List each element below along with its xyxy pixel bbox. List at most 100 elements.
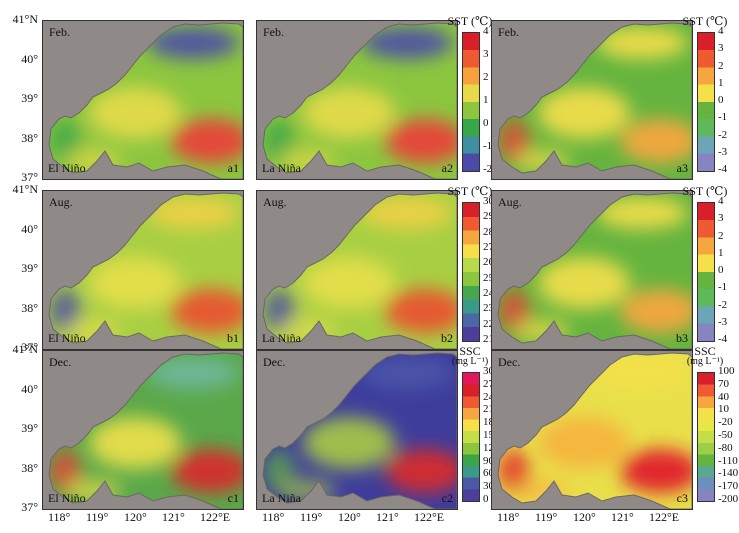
sea-field-a2 bbox=[262, 22, 457, 179]
sea-field-c3 bbox=[497, 352, 692, 509]
latitude-tick-row1-1: 40° bbox=[21, 51, 38, 66]
panel-id-a3: a3 bbox=[676, 161, 688, 175]
colorbar-tick-a2-4: 0 bbox=[483, 117, 489, 129]
colorbar-tick-b3-6: -2 bbox=[718, 298, 728, 311]
colorbar-tick-a3-8: -4 bbox=[718, 163, 728, 175]
colorbar-tick-c3-8: -140 bbox=[718, 467, 739, 480]
longitude-tick-col3-3: 121° bbox=[611, 510, 634, 524]
phase-label-a2: La Niña bbox=[262, 161, 301, 175]
sea-field-b1 bbox=[48, 192, 243, 349]
longitude-tick-col2-1: 119° bbox=[300, 510, 323, 524]
colorbar-a2 bbox=[462, 32, 480, 172]
longitude-tick-col3-1: 119° bbox=[535, 510, 558, 524]
sea-field-c2 bbox=[262, 352, 457, 509]
latitude-tick-row3-4: 37° bbox=[21, 500, 38, 514]
map-panel-b2: Aug. La Niña b2 bbox=[256, 190, 458, 350]
panel-id-c3: c3 bbox=[676, 491, 688, 505]
latitude-tick-row1-0: 41°N bbox=[12, 12, 38, 26]
colorbar-unit-c3: (mg L⁻¹) bbox=[686, 356, 724, 367]
map-panel-b3: Aug. b3 bbox=[491, 190, 693, 350]
panel-id-b1: b1 bbox=[227, 331, 239, 345]
colorbar-tick-c2-9: 30 bbox=[483, 480, 494, 493]
map-panel-a3: Feb. a3 bbox=[491, 20, 693, 180]
sea-field-a3 bbox=[497, 22, 692, 179]
colorbar-tick-a2-0: 4 bbox=[483, 25, 489, 37]
longitude-tick-col1-2: 120° bbox=[124, 510, 147, 524]
map-panel-c1: Dec. El Niño c1 bbox=[42, 350, 244, 510]
phase-label-b2: La Niña bbox=[262, 331, 301, 345]
phase-label-a1: El Niño bbox=[48, 161, 86, 175]
sea-field-c1 bbox=[48, 352, 243, 509]
longitude-tick-col3-2: 120° bbox=[573, 510, 596, 524]
longitude-tick-col1-3: 121° bbox=[162, 510, 185, 524]
latitude-tick-row3-1: 40° bbox=[21, 381, 38, 396]
month-label-c2: Dec. bbox=[263, 355, 286, 369]
colorbar-tick-b3-5: -1 bbox=[718, 281, 728, 294]
colorbar-tick-b3-4: 0 bbox=[718, 264, 724, 276]
panel-id-b2: b2 bbox=[441, 331, 453, 345]
longitude-tick-col1-4: 122°E bbox=[200, 510, 231, 524]
month-label-c1: Dec. bbox=[49, 355, 72, 369]
colorbar-tick-b2-8: 22 bbox=[483, 317, 494, 330]
panel-id-b3: b3 bbox=[676, 331, 688, 345]
latitude-tick-row2-1: 40° bbox=[21, 221, 38, 236]
colorbar-title-b2: SST (℃) bbox=[447, 184, 493, 198]
colorbar-tick-a3-5: -1 bbox=[718, 111, 728, 124]
colorbar-unit-c2: (mg L⁻¹) bbox=[451, 356, 489, 367]
colorbar-a3 bbox=[697, 32, 715, 172]
colorbar-tick-b3-7: -3 bbox=[718, 315, 728, 328]
month-label-b1: Aug. bbox=[49, 195, 73, 209]
colorbar-tick-b3-3: 1 bbox=[718, 246, 724, 259]
longitude-tick-col3-4: 122°E bbox=[649, 510, 680, 524]
colorbar-tick-a2-5: -1 bbox=[483, 140, 493, 152]
colorbar-tick-b3-8: -4 bbox=[718, 333, 728, 345]
latitude-tick-row2-3: 38° bbox=[21, 300, 38, 315]
panel-id-c1: c1 bbox=[227, 491, 239, 505]
month-label-b3: Aug. bbox=[498, 195, 522, 209]
colorbar-tick-c3-4: -20 bbox=[718, 416, 733, 429]
colorbar-b3 bbox=[697, 202, 715, 342]
longitude-tick-col2-0: 118° bbox=[262, 510, 285, 524]
colorbar-tick-a3-3: 1 bbox=[718, 76, 724, 89]
longitude-tick-col1-0: 118° bbox=[48, 510, 71, 524]
colorbar-tick-b2-4: 26 bbox=[483, 256, 494, 269]
map-panel-a2: Feb. La Niña a2 bbox=[256, 20, 458, 180]
colorbar-tick-b2-5: 25 bbox=[483, 271, 494, 284]
month-label-a1: Feb. bbox=[49, 25, 70, 39]
sea-field-b2 bbox=[262, 192, 457, 349]
latitude-tick-row2-4: 37° bbox=[21, 340, 38, 354]
colorbar-tick-c3-7: -110 bbox=[718, 454, 738, 467]
colorbar-tick-c3-3: 10 bbox=[718, 403, 729, 416]
colorbar-tick-c2-10: 0 bbox=[483, 493, 489, 505]
longitude-tick-col3-0: 118° bbox=[497, 510, 520, 524]
colorbar-tick-c3-10: -200 bbox=[718, 493, 739, 505]
longitude-tick-col2-3: 121° bbox=[376, 510, 399, 524]
colorbar-tick-b2-2: 28 bbox=[483, 225, 494, 238]
latitude-tick-row3-0: 41°N bbox=[12, 342, 38, 356]
colorbar-tick-c2-8: 60 bbox=[483, 467, 494, 480]
colorbar-tick-b2-7: 23 bbox=[483, 302, 494, 315]
latitude-tick-row1-4: 37° bbox=[21, 170, 38, 184]
month-label-a3: Feb. bbox=[498, 25, 519, 39]
phase-label-b1: El Niño bbox=[48, 331, 86, 345]
panel-id-a1: a1 bbox=[227, 161, 239, 175]
colorbar-tick-a2-3: 1 bbox=[483, 94, 489, 106]
colorbar-tick-c3-6: -80 bbox=[718, 441, 733, 454]
phase-label-c1: El Niño bbox=[48, 491, 86, 505]
colorbar-c3 bbox=[697, 372, 715, 502]
colorbar-tick-c3-0: 100 bbox=[718, 365, 735, 377]
colorbar-tick-a3-0: 4 bbox=[718, 25, 724, 37]
colorbar-tick-b3-1: 3 bbox=[718, 212, 724, 225]
panel-id-a2: a2 bbox=[441, 161, 453, 175]
map-panel-c2: Dec. La Niña c2 bbox=[256, 350, 458, 510]
colorbar-tick-c3-5: -50 bbox=[718, 429, 733, 441]
colorbar-tick-a2-2: 2 bbox=[483, 71, 489, 83]
longitude-tick-col1-1: 119° bbox=[86, 510, 109, 524]
colorbar-tick-a3-7: -3 bbox=[718, 145, 728, 158]
colorbar-tick-a3-2: 2 bbox=[718, 59, 724, 72]
colorbar-tick-b2-9: 21 bbox=[483, 333, 494, 345]
colorbar-title-b3: SST (℃) bbox=[682, 184, 728, 198]
month-label-c3: Dec. bbox=[498, 355, 521, 369]
colorbar-b2 bbox=[462, 202, 480, 342]
colorbar-tick-a3-6: -2 bbox=[718, 128, 728, 141]
